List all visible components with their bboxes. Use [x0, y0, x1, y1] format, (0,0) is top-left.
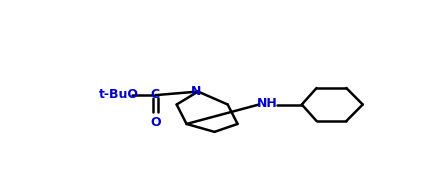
Text: C: C — [151, 88, 160, 101]
Text: NH: NH — [257, 97, 278, 110]
Text: t-BuO: t-BuO — [99, 88, 139, 101]
Text: N: N — [191, 85, 201, 98]
Text: O: O — [150, 116, 161, 129]
